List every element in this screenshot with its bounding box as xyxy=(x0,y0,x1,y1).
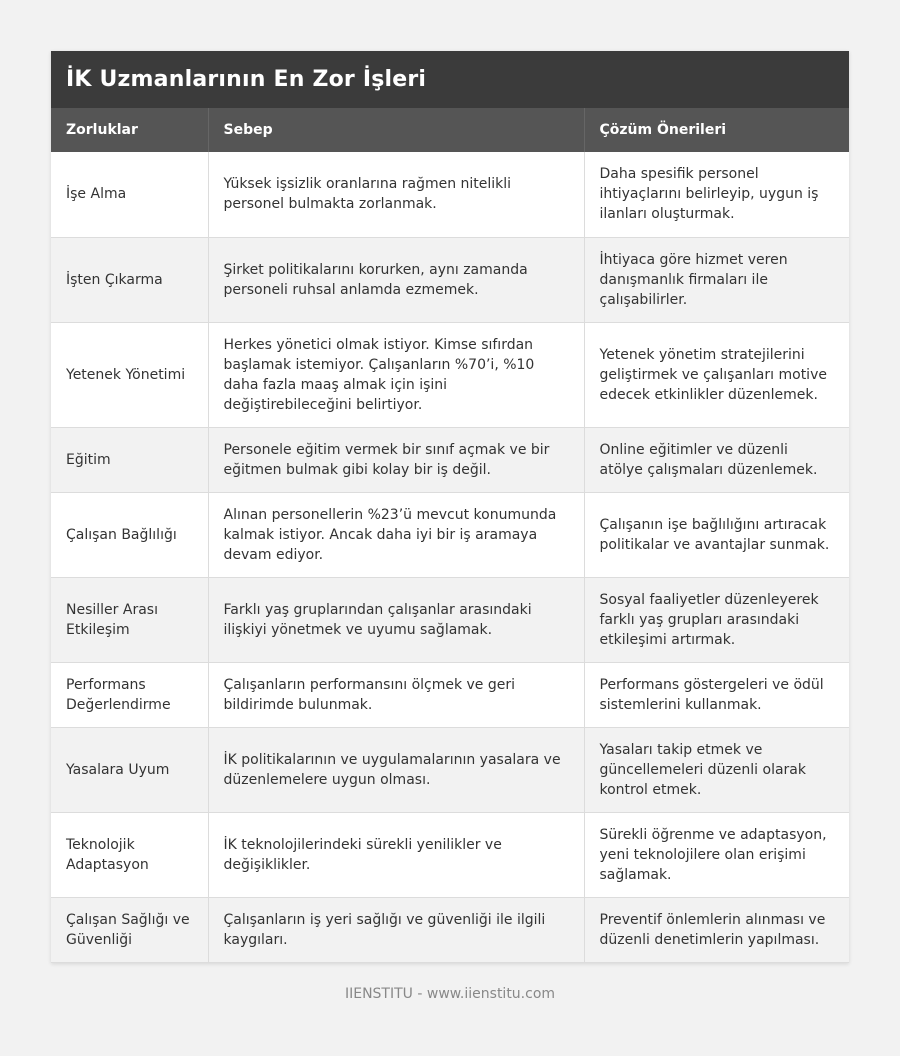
reason-cell: Çalışanların iş yeri sağlığı ve güvenliğ… xyxy=(208,897,585,963)
solution-cell: Sürekli öğrenme ve adaptasyon, yeni tekn… xyxy=(584,812,849,898)
reason-cell: Herkes yönetici olmak istiyor. Kimse sıf… xyxy=(208,322,585,428)
table-row: İşe Alma Yüksek işsizlik oranlarına rağm… xyxy=(51,152,849,238)
challenges-table: Zorluklar Sebep Çözüm Önerileri İşe Alma… xyxy=(51,108,849,963)
table-row: Yasalara Uyum İK politikalarının ve uygu… xyxy=(51,727,849,813)
reason-cell: Alınan personellerin %23’ü mevcut konumu… xyxy=(208,492,585,578)
reason-cell: Farklı yaş gruplarından çalışanlar arası… xyxy=(208,577,585,663)
challenge-cell: Çalışan Sağlığı ve Güvenliği xyxy=(51,897,209,963)
reason-cell: Şirket politikalarını korurken, aynı zam… xyxy=(208,237,585,323)
reason-cell: Personele eğitim vermek bir sınıf açmak … xyxy=(208,427,585,493)
column-header-reason: Sebep xyxy=(208,108,585,152)
table-row: Çalışan Bağlılığı Alınan personellerin %… xyxy=(51,492,849,578)
solution-cell: Yasaları takip etmek ve güncellemeleri d… xyxy=(584,727,849,813)
table-row: Performans Değerlendirme Çalışanların pe… xyxy=(51,662,849,728)
challenge-cell: İşe Alma xyxy=(51,152,209,238)
solution-cell: Online eğitimler ve düzenli atölye çalış… xyxy=(584,427,849,493)
challenge-cell: Teknolojik Adaptasyon xyxy=(51,812,209,898)
solution-cell: Daha spesifik personel ihtiyaçlarını bel… xyxy=(584,152,849,238)
table-row: İşten Çıkarma Şirket politikalarını koru… xyxy=(51,237,849,323)
title-bar: İK Uzmanlarının En Zor İşleri xyxy=(51,51,849,108)
challenge-cell: Yetenek Yönetimi xyxy=(51,322,209,428)
header-row: Zorluklar Sebep Çözüm Önerileri xyxy=(51,108,849,152)
challenge-cell: Çalışan Bağlılığı xyxy=(51,492,209,578)
challenge-cell: İşten Çıkarma xyxy=(51,237,209,323)
footer-credit: IIENSTITU - www.iienstitu.com xyxy=(344,986,556,1002)
reason-cell: İK teknolojilerindeki sürekli yenilikler… xyxy=(208,812,585,898)
challenge-cell: Nesiller Arası Etkileşim xyxy=(51,577,209,663)
challenge-cell: Yasalara Uyum xyxy=(51,727,209,813)
table-card: İK Uzmanlarının En Zor İşleri Zorluklar … xyxy=(51,51,849,963)
challenge-cell: Eğitim xyxy=(51,427,209,493)
solution-cell: Çalışanın işe bağlılığını artıracak poli… xyxy=(584,492,849,578)
solution-cell: Performans göstergeleri ve ödül sistemle… xyxy=(584,662,849,728)
table-row: Nesiller Arası Etkileşim Farklı yaş grup… xyxy=(51,577,849,663)
solution-cell: Preventif önlemlerin alınması ve düzenli… xyxy=(584,897,849,963)
solution-cell: İhtiyaca göre hizmet veren danışmanlık f… xyxy=(584,237,849,323)
table-row: Teknolojik Adaptasyon İK teknolojilerind… xyxy=(51,812,849,898)
reason-cell: İK politikalarının ve uygulamalarının ya… xyxy=(208,727,585,813)
table-row: Eğitim Personele eğitim vermek bir sınıf… xyxy=(51,427,849,493)
column-header-solutions: Çözüm Önerileri xyxy=(584,108,849,152)
solution-cell: Yetenek yönetim stratejilerini geliştirm… xyxy=(584,322,849,428)
solution-cell: Sosyal faaliyetler düzenleyerek farklı y… xyxy=(584,577,849,663)
reason-cell: Yüksek işsizlik oranlarına rağmen niteli… xyxy=(208,152,585,238)
challenge-cell: Performans Değerlendirme xyxy=(51,662,209,728)
table-row: Çalışan Sağlığı ve Güvenliği Çalışanları… xyxy=(51,897,849,963)
table-row: Yetenek Yönetimi Herkes yönetici olmak i… xyxy=(51,322,849,428)
table-title: İK Uzmanlarının En Zor İşleri xyxy=(66,67,427,92)
column-header-challenges: Zorluklar xyxy=(51,108,209,152)
reason-cell: Çalışanların performansını ölçmek ve ger… xyxy=(208,662,585,728)
